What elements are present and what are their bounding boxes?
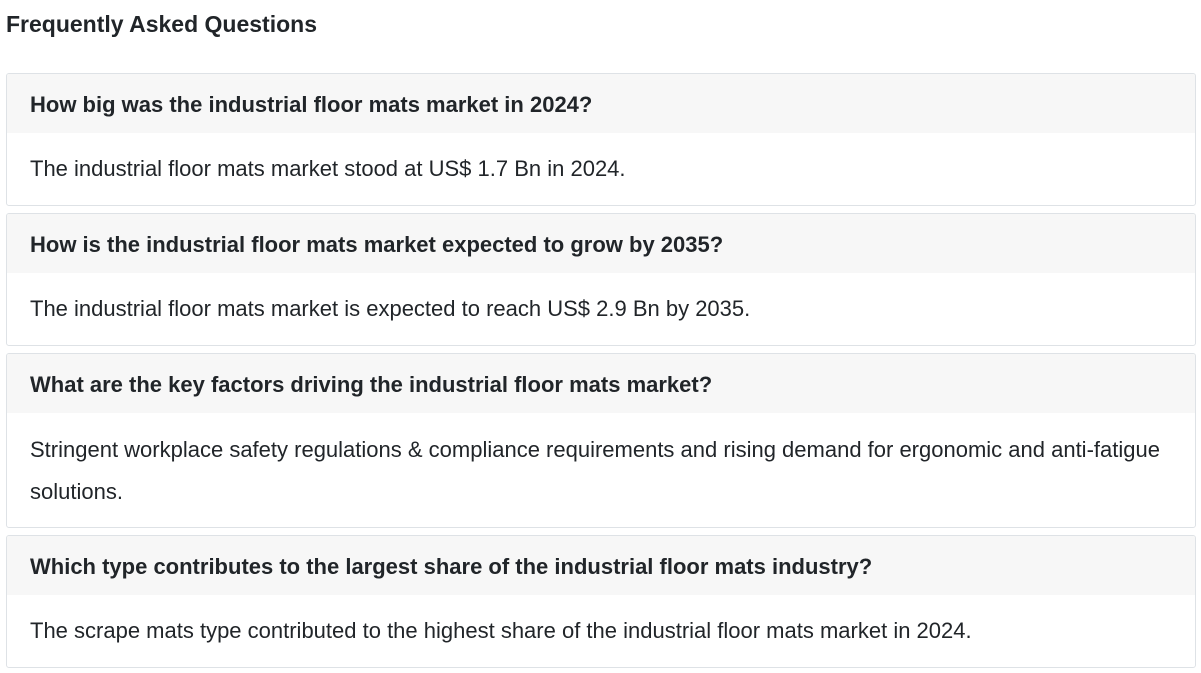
faq-question[interactable]: How big was the industrial floor mats ma… <box>7 74 1195 133</box>
faq-item: What are the key factors driving the ind… <box>6 353 1196 528</box>
faq-answer: The scrape mats type contributed to the … <box>30 618 972 643</box>
faq-list: How big was the industrial floor mats ma… <box>6 73 1196 668</box>
faq-question[interactable]: What are the key factors driving the ind… <box>7 354 1195 413</box>
faq-answer: The industrial floor mats market is expe… <box>30 296 751 321</box>
faq-question[interactable]: Which type contributes to the largest sh… <box>7 536 1195 595</box>
faq-item: Which type contributes to the largest sh… <box>6 535 1196 668</box>
faq-item: How big was the industrial floor mats ma… <box>6 73 1196 206</box>
faq-heading: Frequently Asked Questions <box>6 11 317 37</box>
faq-answer: The industrial floor mats market stood a… <box>30 156 626 181</box>
faq-answer: Stringent workplace safety regulations &… <box>30 437 1160 504</box>
faq-item: How is the industrial floor mats market … <box>6 213 1196 346</box>
faq-question[interactable]: How is the industrial floor mats market … <box>7 214 1195 273</box>
